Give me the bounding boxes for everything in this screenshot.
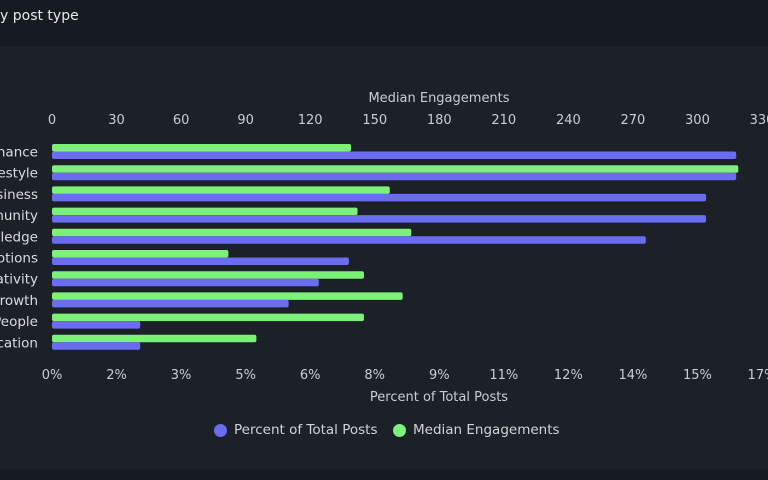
bottom-tick-label: 12% (554, 368, 583, 383)
bar-percent-of-posts (52, 172, 737, 181)
bar-median-engagements (52, 250, 229, 258)
footer-bar (0, 470, 768, 480)
bottom-tick-label: 2% (106, 368, 127, 383)
category-label: cation (0, 335, 38, 351)
bar-median-engagements (52, 165, 739, 173)
bottom-tick-label: 8% (364, 368, 385, 383)
bottom-tick-label: 9% (429, 368, 450, 383)
bar-percent-of-posts (52, 257, 349, 265)
bar-median-engagements (52, 334, 257, 343)
category-label: estyle (0, 166, 38, 182)
top-tick-label: 150 (362, 113, 387, 128)
top-axis-ticks: 0 30 60 90 120 150 180 210 240 270 300 330 (48, 113, 768, 128)
top-tick-label: 90 (237, 113, 254, 128)
bottom-tick-label: 14% (618, 368, 647, 383)
legend-item-percent[interactable]: Percent of Total Posts (214, 422, 378, 438)
category-label: nance (0, 145, 38, 161)
bar-percent-of-posts (52, 236, 646, 244)
bottom-tick-label: 0% (42, 368, 63, 383)
top-tick-label: 30 (108, 113, 125, 128)
top-tick-label: 210 (491, 113, 516, 128)
legend-item-median[interactable]: Median Engagements (393, 422, 560, 438)
bar-percent-of-posts (52, 193, 707, 202)
top-tick-label: 270 (620, 113, 645, 128)
panel-header: y post type (0, 0, 768, 46)
legend-swatch-percent (214, 423, 227, 437)
category-label: munity (0, 208, 38, 224)
bar-median-engagements (52, 271, 364, 279)
bar-percent-of-posts (52, 342, 141, 350)
top-axis-title: Median Engagements (368, 91, 509, 106)
category-label: vledge (0, 229, 38, 245)
bottom-tick-label: 3% (171, 368, 192, 383)
category-label: People (0, 314, 38, 330)
category-labels: nance estyle siness munity vledge otions ativi… (0, 145, 38, 352)
top-tick-label: 0 (48, 113, 56, 128)
legend: Percent of Total Posts Median Engagement… (0, 422, 768, 442)
category-label: siness (0, 187, 38, 203)
bar-median-engagements (52, 228, 412, 237)
bar-percent-of-posts (52, 299, 289, 308)
bottom-tick-label: 17% (748, 368, 768, 383)
legend-swatch-median (393, 423, 406, 437)
bar-chart: Median Engagements 0 30 60 90 120 150 180 210 24… (0, 91, 768, 405)
category-label: ativity (0, 272, 38, 288)
top-tick-label: 120 (298, 113, 323, 128)
bottom-axis-title: Percent of Total Posts (370, 390, 508, 405)
bottom-tick-label: 11% (489, 368, 518, 383)
bar-percent-of-posts (52, 278, 319, 287)
bottom-tick-label: 6% (300, 368, 321, 383)
bar-median-engagements (52, 292, 403, 300)
bar-percent-of-posts (52, 321, 141, 329)
bar-percent-of-posts (52, 151, 737, 159)
top-tick-label: 300 (685, 113, 710, 128)
top-tick-label: 180 (427, 113, 452, 128)
top-tick-label: 60 (173, 113, 190, 128)
category-label: otions (0, 251, 38, 267)
panel-title: y post type (0, 8, 79, 24)
bottom-tick-label: 5% (235, 368, 256, 383)
legend-label-median: Median Engagements (413, 422, 560, 438)
category-label: rowth (0, 293, 38, 309)
bar-median-engagements (52, 207, 358, 216)
bar-percent-of-posts (52, 215, 707, 223)
bar-median-engagements (52, 186, 390, 194)
legend-label-percent: Percent of Total Posts (234, 422, 378, 438)
bottom-axis-ticks: 0% 2% 3% 5% 6% 8% 9% 11% 12% 14% 15% 17% (42, 368, 768, 383)
bottom-tick-label: 15% (683, 368, 712, 383)
top-tick-label: 330 (750, 113, 768, 128)
bar-median-engagements (52, 144, 352, 152)
bar-median-engagements (52, 313, 364, 322)
bars-group (52, 144, 739, 350)
top-tick-label: 240 (556, 113, 581, 128)
